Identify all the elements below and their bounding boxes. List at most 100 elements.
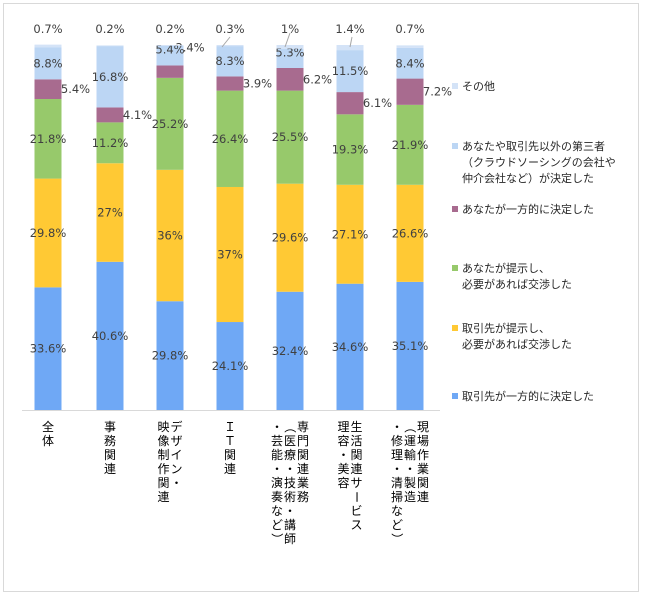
category-label-char: 療 [284,448,296,462]
data-label: 11.5% [332,64,369,78]
category-label-char: 業 [297,476,309,490]
category-label-char: イ [170,448,182,462]
category-label-char: ・ [271,462,283,476]
data-label: 24.1% [212,359,249,373]
data-label: 0.2% [155,22,184,36]
category-label-char: 連 [417,490,429,504]
data-label: 0.7% [33,22,62,36]
bar-segment [216,186,244,323]
category-label-char: 連 [104,462,116,476]
bar-segment [336,283,364,410]
category-label-char: 容 [337,433,349,448]
category-label-char: 務 [104,434,116,448]
category-label-char: ・ [404,462,416,476]
category-label-char: 清 [391,476,403,490]
legend-swatch [452,265,458,271]
data-label: 21.9% [392,138,429,152]
bar-segment [396,45,424,48]
category-label-char: 運 [404,434,416,448]
category-label-char: Ｔ [224,434,236,448]
data-label: 5.4% [61,82,90,96]
category-label-char: 輸 [404,447,416,462]
data-label: 25.2% [152,117,189,131]
category-label-char: ・ [170,476,182,490]
bar-segment [34,79,62,100]
category-label-char: 連 [224,462,236,476]
data-label: 8.8% [33,56,62,70]
category-label-char: ） [270,533,284,545]
category-label-char: 造 [404,490,416,504]
category-label-char: 像 [157,434,169,448]
bar-segment [156,77,184,170]
category-label-char: 活 [350,434,362,448]
legend-swatch [452,206,458,212]
legend-swatch [452,393,458,399]
data-label: 40.6% [92,329,129,343]
category-label-char: 生 [350,420,362,434]
category-label-char: 映 [157,420,169,434]
bar-segment [96,163,124,262]
category-label-char: 務 [297,490,309,504]
category-label-char: 演 [271,475,283,490]
bar-segment [156,65,184,78]
category-label-char: 作 [157,462,169,476]
category-label-char: 関 [417,476,429,490]
category-label-char: 技 [284,476,296,490]
category-label-char: 理 [391,448,403,462]
data-label: 0.7% [395,22,424,36]
bar-segment [216,76,244,91]
legend-label: その他 [462,80,495,93]
category-label-char: 現 [417,420,429,434]
bar-segment [336,184,364,284]
category-label-char: 体 [42,434,54,448]
category-label-char: 奏 [271,490,283,504]
bar-segment [96,261,124,410]
category-label-char: 医 [284,434,296,448]
category-label-char: 修 [391,433,403,448]
legend-label: （クラウドソーシングの会社や [462,155,616,169]
category-label-char: ど [271,518,283,532]
category-label-char: ・ [284,462,296,476]
category-label-char: 掃 [391,489,403,504]
category-label-char: ・ [337,448,349,462]
category-label-char: ビ [350,504,362,518]
leader-line [284,32,291,48]
legend-label: 取引先が提示し、 [462,321,550,335]
category-label-char: 連 [297,462,309,476]
category-label-char: 関 [157,476,169,490]
category-label-char: 場 [417,434,429,448]
data-label: 0.3% [215,22,244,36]
data-label: 8.3% [215,54,244,68]
category-label-char: 門 [297,434,309,448]
bar-segment [276,183,304,292]
category-label-char: 関 [297,448,309,462]
data-label: 6.1% [363,96,392,110]
category-label-char: ・ [284,504,296,518]
category-label-char: ン [170,462,182,476]
bar-segment [336,114,364,185]
data-label: 37% [217,248,243,262]
category-label-char: 美 [337,462,349,476]
category-label-char: （ [403,421,417,433]
data-label: 3.9% [243,77,272,91]
bar-segment [216,45,244,47]
category-label-char: 連 [350,462,362,476]
bar-segment [396,47,424,79]
bar-segment [396,281,424,410]
bar-segment [34,178,62,288]
data-label: 19.3% [332,143,369,157]
data-label: 5.4% [155,43,184,57]
data-label: 34.6% [332,340,369,354]
data-label: 29.6% [272,231,309,245]
data-label: 21.8% [30,132,67,146]
leader-line [221,36,231,48]
bar-segment [276,90,304,184]
legend-label: 取引先が一方的に決定した [462,389,594,403]
legend-label: 必要があれば交渉した [462,337,572,351]
data-label: 27% [97,206,123,220]
category-label-char: サ [350,476,362,490]
bar-segment [276,67,304,91]
category-label-char: ・ [391,462,403,476]
category-label-char: ザ [170,434,182,448]
